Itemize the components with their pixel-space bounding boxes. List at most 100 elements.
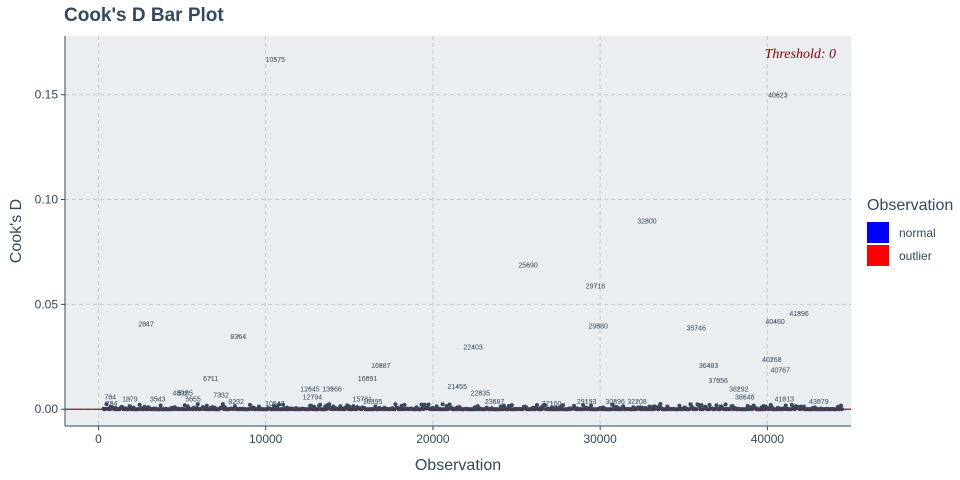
- y-axis-title: Cook's D: [8, 199, 25, 263]
- point-label: 15781: [353, 397, 373, 404]
- threshold-annotation: Threshold: 0: [765, 47, 836, 62]
- labeled-point: [366, 376, 369, 379]
- legend-item-normal: normal: [867, 221, 953, 244]
- labeled-point: [597, 324, 599, 327]
- x-tick-label: 30000: [583, 432, 617, 446]
- x-tick-label: 0: [95, 432, 102, 446]
- point-label: 16887: [371, 363, 391, 370]
- point-label: 10575: [266, 57, 286, 64]
- point-label: 6711: [203, 376, 218, 383]
- observation-point: [220, 402, 225, 407]
- labeled-point: [209, 376, 212, 379]
- legend-title: Observation: [867, 197, 954, 214]
- legend: Observation normal outlier: [867, 197, 953, 267]
- point-label: 16395: [363, 399, 383, 406]
- labeled-point: [493, 400, 496, 402]
- labeled-point: [380, 364, 382, 366]
- point-label: 29880: [588, 323, 608, 330]
- observation-point: [137, 402, 142, 407]
- observation-point: [281, 402, 286, 407]
- labeled-point: [472, 345, 474, 348]
- observation-point: [104, 402, 109, 407]
- point-label: 35746: [687, 325, 707, 332]
- observation-point: [838, 403, 843, 408]
- point-label: 40268: [762, 357, 782, 364]
- point-label: 784: [106, 401, 118, 408]
- labeled-point: [220, 393, 222, 396]
- labeled-point: [179, 391, 182, 394]
- point-label: 21455: [448, 384, 468, 391]
- observation-point: [422, 402, 427, 407]
- point-label: 32800: [637, 219, 657, 226]
- point-label: 1879: [122, 397, 138, 404]
- y-tick-label: 0.10: [35, 193, 59, 207]
- point-label: 43079: [809, 399, 829, 406]
- labeled-point: [156, 397, 159, 400]
- labeled-point: [129, 397, 131, 400]
- labeled-point: [311, 395, 314, 398]
- observation-point: [277, 402, 282, 407]
- observation-point: [309, 403, 314, 408]
- labeled-point: [594, 284, 597, 287]
- labeled-point: [309, 387, 311, 390]
- labeled-point: [371, 400, 374, 402]
- labeled-point: [779, 368, 782, 371]
- observation-point: [789, 402, 794, 407]
- point-label: 16091: [358, 376, 378, 383]
- labeled-point: [777, 93, 779, 96]
- point-label: 10547: [265, 401, 285, 408]
- point-label: 40767: [770, 367, 790, 374]
- labeled-point: [274, 58, 277, 60]
- point-label: 12645: [300, 386, 320, 393]
- observation-point: [158, 403, 163, 408]
- labeled-point: [585, 400, 588, 402]
- point-label: 3543: [150, 397, 166, 404]
- point-label: 22835: [471, 390, 491, 397]
- labeled-point: [774, 320, 776, 322]
- observation-point: [534, 403, 539, 408]
- point-label: 22403: [463, 344, 483, 351]
- labeled-points: 10575 40623 32800 25690 29718 41896 40460 2847 2…: [104, 57, 828, 408]
- point-label: 7332: [213, 393, 229, 400]
- labeled-point: [479, 391, 482, 394]
- labeled-point: [145, 322, 147, 325]
- observation-point: [327, 402, 332, 407]
- observation-point: [699, 403, 704, 408]
- point-label: 25690: [518, 263, 538, 270]
- labeled-point: [550, 402, 553, 404]
- observation-point: [509, 403, 514, 408]
- x-axis-title: Observation: [415, 457, 501, 474]
- point-label: 5655: [185, 397, 201, 404]
- labeled-point: [109, 395, 112, 398]
- labeled-point: [783, 397, 786, 400]
- observation-point: [707, 403, 712, 408]
- observation-point: [399, 403, 404, 408]
- point-label: 29718: [586, 284, 606, 291]
- legend-swatch-outlier: [867, 245, 889, 266]
- labeled-point: [646, 219, 648, 222]
- y-tick-label: 0.15: [35, 88, 59, 102]
- observation-point: [783, 403, 788, 408]
- point-label: 38292: [729, 386, 749, 393]
- labeled-point: [110, 402, 113, 404]
- point-label: 36483: [699, 363, 719, 370]
- legend-item-outlier: outlier: [867, 244, 953, 267]
- observation-point: [714, 403, 719, 408]
- point-label: 27100: [542, 401, 562, 408]
- plot-panel: [65, 36, 851, 426]
- labeled-point: [717, 379, 719, 381]
- labeled-point: [527, 263, 529, 266]
- point-label: 5185: [177, 390, 193, 397]
- x-tick-label: 10000: [249, 432, 283, 446]
- labeled-point: [456, 385, 459, 387]
- point-label: 41896: [789, 311, 809, 318]
- point-label: 704: [104, 395, 116, 402]
- observation-point: [393, 402, 398, 407]
- labeled-point: [361, 397, 364, 400]
- observation-point: [542, 403, 547, 408]
- labeled-point: [192, 397, 194, 400]
- observation-point: [247, 402, 252, 407]
- point-label: 38648: [735, 395, 755, 402]
- observation-point: [658, 402, 663, 407]
